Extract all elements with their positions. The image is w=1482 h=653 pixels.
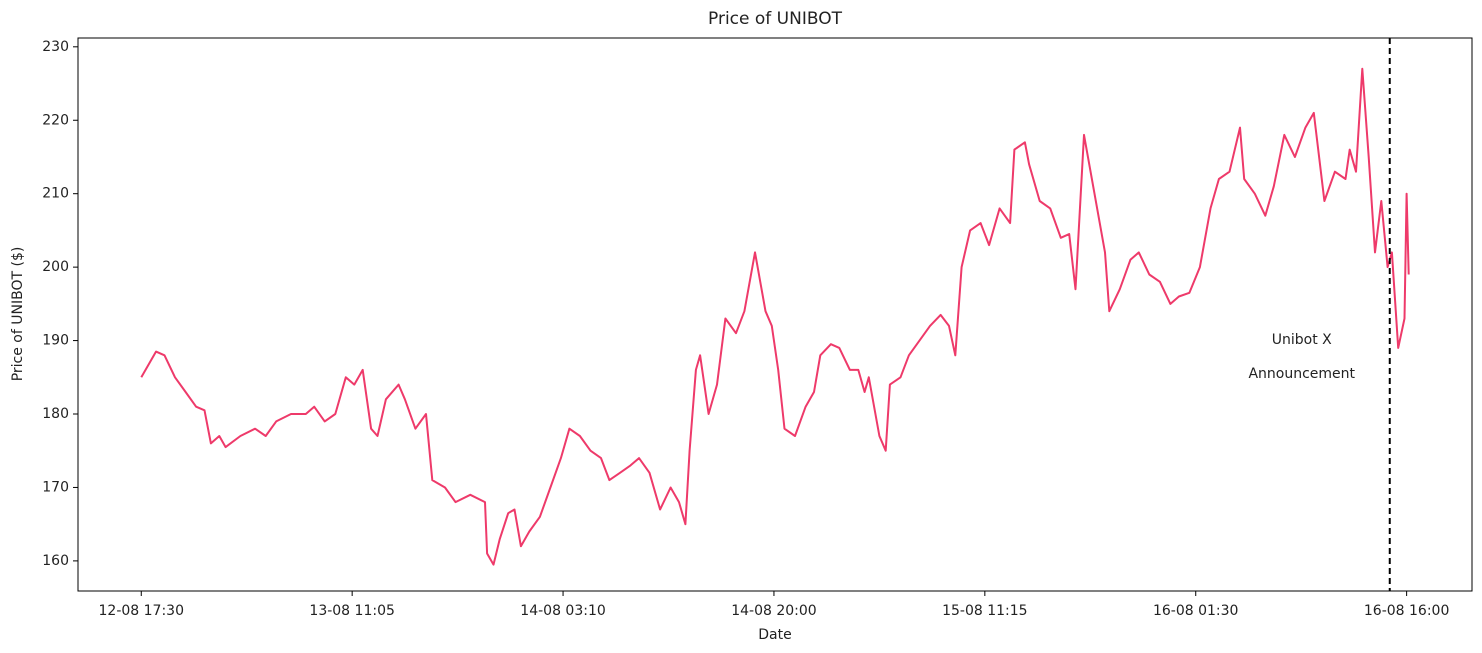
y-tick-label: 190 xyxy=(42,333,69,349)
x-tick-label: 14-08 03:10 xyxy=(520,603,605,619)
y-tick-label: 200 xyxy=(42,259,69,275)
plot-frame xyxy=(77,37,1473,592)
annotation-text: Announcement xyxy=(1248,366,1355,382)
x-axis-label: Date xyxy=(758,627,791,643)
x-tick-label: 12-08 17:30 xyxy=(99,603,184,619)
x-tick-label: 16-08 16:00 xyxy=(1364,603,1449,619)
price-line xyxy=(140,67,1410,566)
chart-title: Price of UNIBOT xyxy=(708,9,843,29)
x-tick-label: 13-08 11:05 xyxy=(309,603,394,619)
x-tick-label: 14-08 20:00 xyxy=(731,603,816,619)
x-tick-label: 15-08 11:15 xyxy=(942,603,1027,619)
y-tick-label: 210 xyxy=(42,186,69,202)
y-tick-label: 230 xyxy=(42,39,69,55)
y-tick-label: 170 xyxy=(42,479,69,495)
y-axis-label: Price of UNIBOT ($) xyxy=(10,247,26,382)
annotation-text: Unibot X xyxy=(1272,332,1332,348)
x-tick-label: 16-08 01:30 xyxy=(1153,603,1238,619)
y-tick-label: 180 xyxy=(42,406,69,422)
y-tick-label: 220 xyxy=(42,112,69,128)
y-tick-label: 160 xyxy=(42,553,69,569)
